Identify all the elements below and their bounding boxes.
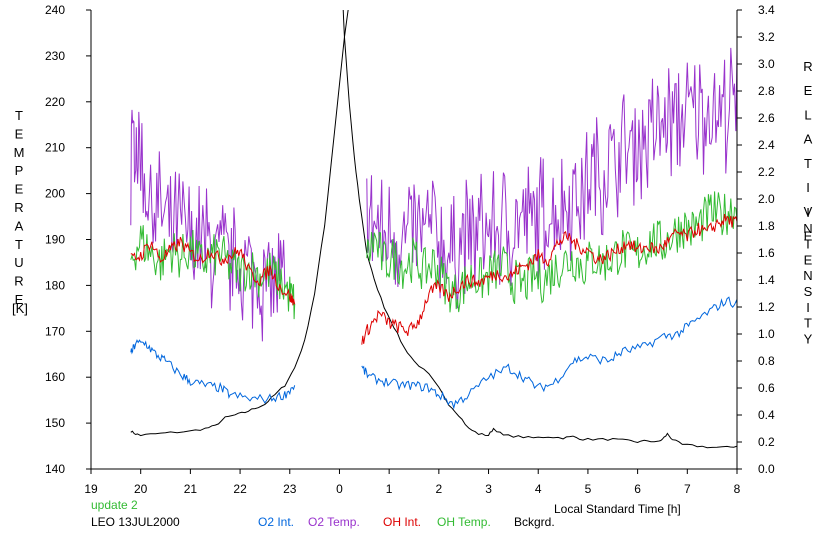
axis-label-letter: I [806,205,810,220]
right-tick-label: 2.8 [758,84,775,98]
right-tick-label: 0.6 [758,381,775,395]
axis-label-letter: Y [804,331,813,346]
left-tick-label: 170 [45,324,65,338]
series-line-oh-int--0 [130,236,296,306]
x-tick-label: 19 [84,482,98,496]
series-line-bckgrd--0 [130,10,349,437]
left-tick-label: 220 [45,95,65,109]
left-tick-label: 230 [45,49,65,63]
x-tick-label: 0 [336,482,343,496]
right-tick-label: 0.0 [758,462,775,476]
left-tick-label: 190 [45,233,65,247]
axis-label-letter: I [806,300,810,315]
axis-label-letter: L [804,107,811,122]
axis-label-letter: M [14,145,25,160]
update-note: update 2 [91,498,138,512]
series-line-o2-temp--0 [130,109,286,342]
x-tick-label: 5 [585,482,592,496]
axis-label-letter: T [804,156,812,171]
x-axis: 19 20 21 22 23 0 1 2 3 4 5 6 7 8 [84,468,741,496]
right-tick-label: 2.4 [758,138,775,152]
axis-label-letter: E [15,182,24,197]
axis-label-letter: N [803,268,812,283]
axis-label-letter: A [804,132,813,147]
x-tick-label: 23 [283,482,297,496]
right-y-axis: 0.0 0.2 0.4 0.6 0.8 1.0 1.2 1.4 1.6 1.8 2.0 2.2 2.4 2… [736,3,775,476]
legend-item-o2-int-: O2 Int. [258,515,294,529]
x-axis-label: Local Standard Time [h] [554,502,681,516]
axis-label-letter: T [15,108,23,123]
left-tick-label: 210 [45,141,65,155]
left-tick-label: 200 [45,187,65,201]
axis-label-letter: P [15,163,24,178]
axis-label-letter: E [15,292,24,307]
axis-label-letter: T [804,237,812,252]
legend-item-oh-int-: OH Int. [383,515,421,529]
series-line-o2-int--1 [361,296,737,410]
left-tick-label: 140 [45,462,65,476]
right-tick-label: 3.0 [758,57,775,71]
right-tick-label: 2.0 [758,192,775,206]
right-tick-label: 1.0 [758,327,775,341]
axis-label-letter: R [14,274,23,289]
x-tick-label: 7 [684,482,691,496]
right-tick-label: 2.6 [758,111,775,125]
series-line-o2-temp--1 [366,47,737,309]
right-tick-label: 1.6 [758,246,775,260]
left-y-axis: 140 150 160 170 180 190 200 210 220 230 240 [45,3,92,476]
x-tick-label: 3 [485,482,492,496]
legend-item-bckgrd-: Bckgrd. [514,515,555,529]
axis-label-letter: E [804,83,813,98]
axis-label-letter: R [803,59,812,74]
legend-item-oh-temp-: OH Temp. [437,515,491,529]
right-tick-label: 0.2 [758,435,775,449]
plot-area [130,10,737,449]
station-label: LEO 13JUL2000 [91,515,180,529]
x-tick-label: 2 [436,482,443,496]
right-tick-label: 1.2 [758,300,775,314]
x-tick-label: 21 [184,482,198,496]
legend: O2 Int. O2 Temp. OH Int. OH Temp. Bckgrd. [258,515,555,529]
right-tick-label: 0.4 [758,408,775,422]
left-tick-label: 150 [45,416,65,430]
left-tick-label: 180 [45,278,65,292]
right-tick-label: 1.4 [758,273,775,287]
legend-item-o2-temp-: O2 Temp. [308,515,360,529]
axis-label-letter: U [14,255,23,270]
x-tick-label: 6 [634,482,641,496]
x-tick-label: 1 [386,482,393,496]
axis-label-letter: E [804,252,813,267]
right-tick-label: 1.8 [758,219,775,233]
x-tick-label: 8 [734,482,741,496]
series-line-oh-temp--1 [366,191,737,313]
right-tick-label: 3.4 [758,3,775,17]
axis-label-letter: I [806,180,810,195]
right-tick-label: 3.2 [758,30,775,44]
left-axis-unit: [K] [12,301,28,316]
axis-label-letter: E [15,126,24,141]
axis-label-letter: S [804,284,813,299]
series-line-oh-int--1 [361,213,737,345]
series-line-bckgrd--1 [342,10,737,449]
left-tick-label: 240 [45,3,65,17]
x-tick-label: 20 [134,482,148,496]
right-tick-label: 0.8 [758,354,775,368]
x-tick-label: 4 [535,482,542,496]
series-line-o2-int--0 [130,339,296,404]
axis-label-letter: T [804,316,812,331]
axis-label-letter: V [804,204,813,219]
axis-label-letter: N [803,221,812,236]
right-tick-label: 2.2 [758,165,775,179]
left-tick-label: 160 [45,370,65,384]
axis-label-letter: E [804,228,813,243]
x-tick-label: 22 [233,482,247,496]
axis-label-letter: A [15,218,24,233]
axis-label-letter: R [14,200,23,215]
axis-label-letter: T [15,237,23,252]
